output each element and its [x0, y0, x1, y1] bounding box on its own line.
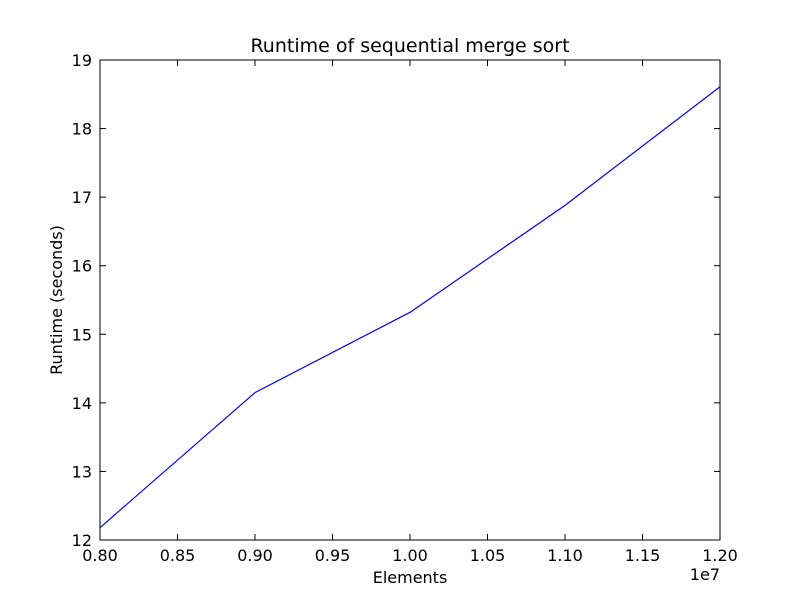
y-tick-label: 12 — [72, 531, 92, 550]
y-axis-label: Runtime (seconds) — [47, 225, 66, 375]
plot-frame — [99, 59, 721, 541]
y-tick-label: 19 — [72, 51, 92, 70]
series-line — [99, 86, 721, 529]
y-tick-label: 13 — [72, 462, 92, 481]
x-axis-offset-label: 1e7 — [690, 565, 720, 584]
x-tick-label: 1.10 — [547, 546, 583, 565]
y-tick-label: 17 — [72, 188, 92, 207]
x-tick-label: 0.95 — [315, 546, 351, 565]
chart-title: Runtime of sequential merge sort — [250, 35, 569, 57]
series-layer — [99, 86, 721, 529]
x-axis-label: Elements — [373, 568, 448, 587]
y-tick-label: 15 — [72, 325, 92, 344]
ticks-layer: 0.80 0.85 0.90 0.95 1.00 1.05 1.10 1.15 1.20 12 13… — [72, 51, 738, 565]
x-tick-label: 1.20 — [702, 546, 738, 565]
y-tick-label: 14 — [72, 394, 92, 413]
x-tick-label: 1.05 — [470, 546, 506, 565]
y-tick-label: 18 — [72, 120, 92, 139]
x-tick-label: 0.80 — [82, 546, 118, 565]
x-tick-label: 0.90 — [237, 546, 273, 565]
x-tick-label: 1.15 — [625, 546, 661, 565]
x-tick-label: 0.85 — [160, 546, 196, 565]
y-tick-label: 16 — [72, 257, 92, 276]
x-tick-label: 1.00 — [392, 546, 428, 565]
